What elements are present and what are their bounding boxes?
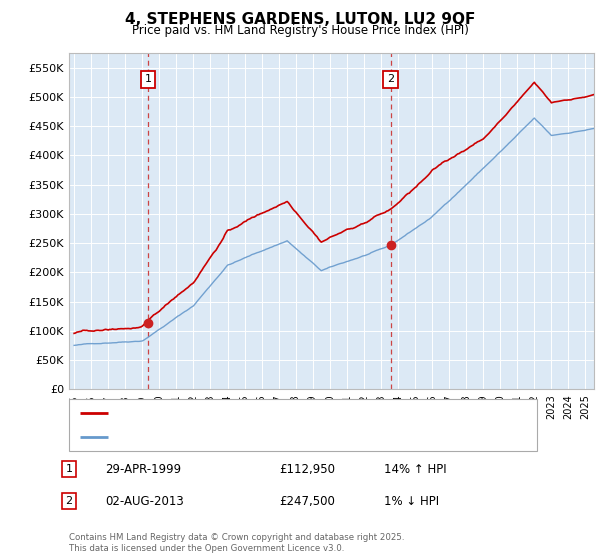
Text: 4, STEPHENS GARDENS, LUTON, LU2 9QF: 4, STEPHENS GARDENS, LUTON, LU2 9QF xyxy=(125,12,475,27)
Text: 2: 2 xyxy=(65,496,73,506)
Text: Price paid vs. HM Land Registry's House Price Index (HPI): Price paid vs. HM Land Registry's House … xyxy=(131,24,469,36)
Text: 2: 2 xyxy=(387,74,394,85)
Text: 29-APR-1999: 29-APR-1999 xyxy=(105,463,181,476)
Text: £247,500: £247,500 xyxy=(279,494,335,508)
Text: 02-AUG-2013: 02-AUG-2013 xyxy=(105,494,184,508)
Text: Contains HM Land Registry data © Crown copyright and database right 2025.
This d: Contains HM Land Registry data © Crown c… xyxy=(69,533,404,553)
Text: 1: 1 xyxy=(65,464,73,474)
Text: HPI: Average price, detached house, Luton: HPI: Average price, detached house, Luto… xyxy=(113,432,346,442)
Text: 14% ↑ HPI: 14% ↑ HPI xyxy=(384,463,446,476)
Text: £112,950: £112,950 xyxy=(279,463,335,476)
Text: 4, STEPHENS GARDENS, LUTON, LU2 9QF (detached house): 4, STEPHENS GARDENS, LUTON, LU2 9QF (det… xyxy=(113,408,438,418)
Text: 1: 1 xyxy=(145,74,151,85)
Text: 1% ↓ HPI: 1% ↓ HPI xyxy=(384,494,439,508)
